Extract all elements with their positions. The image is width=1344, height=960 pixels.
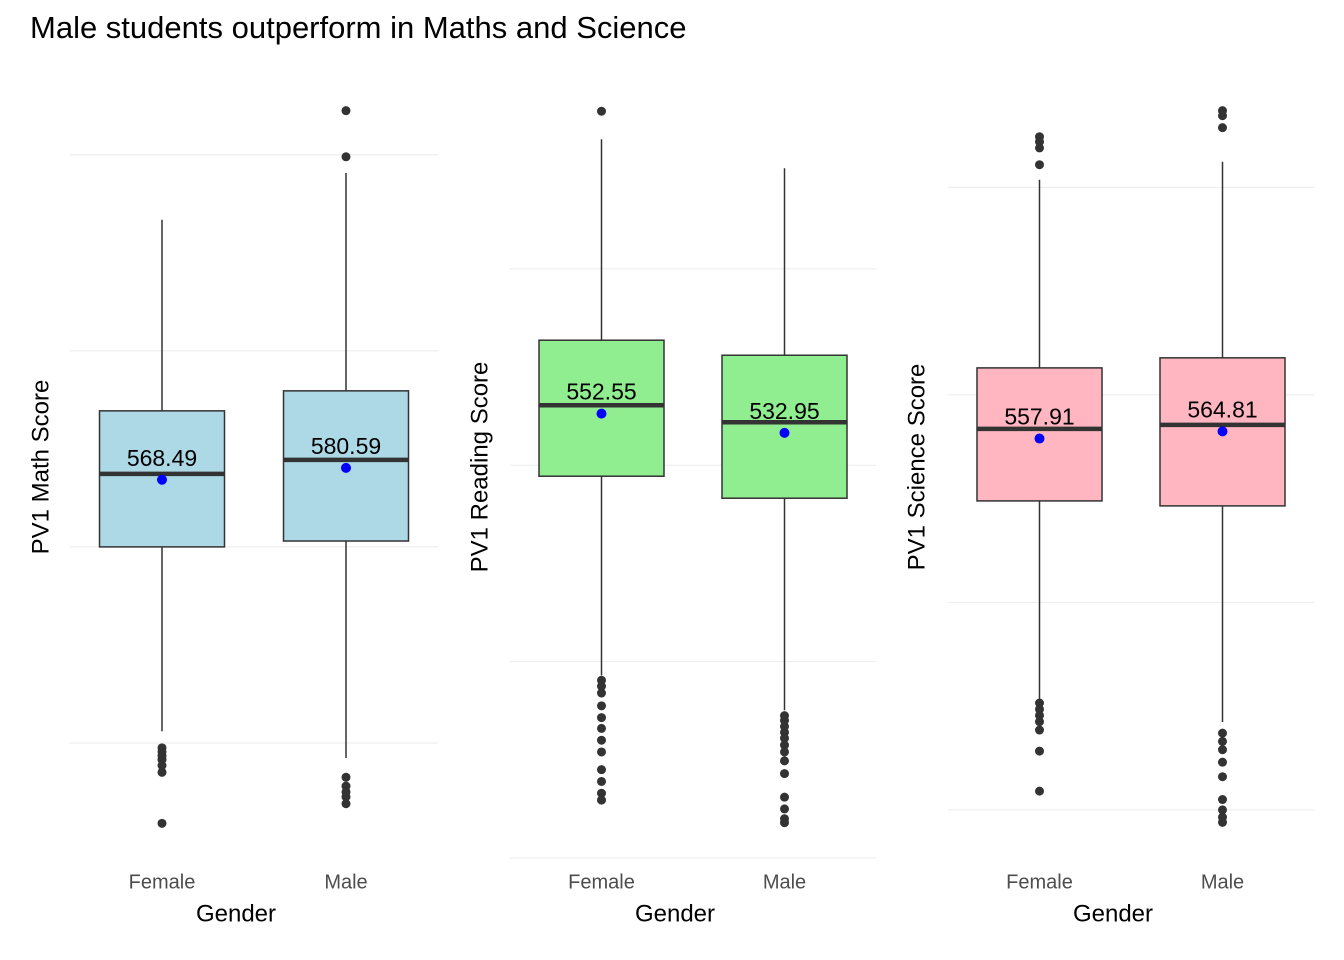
mean-label: 552.55: [566, 379, 636, 405]
box: [721, 354, 848, 499]
mean-point: [1217, 426, 1228, 437]
outlier: [341, 152, 351, 162]
x-tick-label: Female: [568, 871, 635, 893]
outlier: [597, 681, 606, 691]
outlier: [341, 772, 351, 782]
outlier: [1218, 795, 1227, 805]
x-tick-label: Male: [1201, 871, 1244, 893]
outlier: [1218, 728, 1227, 738]
outlier: [780, 818, 789, 828]
outlier: [1035, 698, 1044, 708]
outlier: [1035, 746, 1044, 756]
outlier: [1035, 137, 1044, 147]
y-axis-label: PV1 Math Score: [27, 380, 54, 555]
outlier: [597, 106, 606, 116]
outlier: [597, 747, 606, 757]
outlier: [780, 756, 789, 766]
outlier: [1035, 704, 1044, 714]
outlier: [1218, 757, 1227, 767]
mean-point: [1034, 433, 1045, 444]
outlier: [597, 765, 606, 775]
outlier: [1218, 817, 1227, 827]
x-axis-label: Gender: [196, 900, 276, 927]
outlier: [1035, 143, 1044, 153]
outlier: [1218, 123, 1227, 133]
outlier: [1218, 772, 1227, 782]
outlier: [157, 818, 167, 828]
outlier: [597, 788, 606, 798]
outlier: [597, 735, 606, 745]
mean-label: 568.49: [127, 445, 197, 471]
outlier: [1035, 725, 1044, 735]
x-axis-label: Gender: [635, 900, 715, 927]
outlier: [157, 767, 167, 777]
x-tick-label: Male: [763, 871, 806, 893]
outlier: [1035, 717, 1044, 727]
outlier: [597, 776, 606, 786]
mean-label: 580.59: [311, 433, 381, 459]
mean-label: 564.81: [1187, 396, 1257, 422]
outlier: [1035, 710, 1044, 720]
outlier: [341, 799, 351, 809]
outlier: [1035, 786, 1044, 796]
mean-point: [157, 474, 167, 485]
outlier: [780, 747, 789, 757]
mean-label: 557.91: [1004, 404, 1074, 430]
x-tick-label: Male: [324, 871, 367, 893]
x-axis-label: Gender: [1073, 900, 1153, 927]
box: [538, 339, 665, 477]
x-tick-label: Female: [1006, 871, 1073, 893]
mean-point: [341, 462, 351, 473]
outlier: [780, 769, 789, 779]
outlier: [1035, 160, 1044, 170]
mean-point: [779, 427, 790, 438]
mean-label: 532.95: [749, 398, 819, 424]
outlier: [157, 761, 167, 770]
chart-title: Male students outperform in Maths and Sc…: [30, 10, 687, 45]
outlier: [597, 701, 606, 711]
outlier: [1218, 805, 1227, 815]
outlier: [1218, 111, 1227, 121]
outlier: [341, 792, 351, 802]
outlier: [597, 723, 606, 733]
outlier: [597, 713, 606, 723]
outlier: [780, 740, 789, 750]
outlier: [597, 688, 606, 698]
y-axis-label: PV1 Science Score: [903, 364, 930, 571]
outlier: [597, 795, 606, 805]
outlier: [780, 733, 789, 743]
outlier: [1218, 736, 1227, 746]
outlier: [780, 792, 789, 802]
x-tick-label: Female: [129, 871, 196, 893]
outlier: [780, 804, 789, 814]
y-axis-label: PV1 Reading Score: [466, 362, 493, 573]
outlier: [1218, 745, 1227, 755]
mean-point: [596, 408, 607, 419]
box: [98, 410, 226, 548]
outlier: [341, 106, 351, 116]
